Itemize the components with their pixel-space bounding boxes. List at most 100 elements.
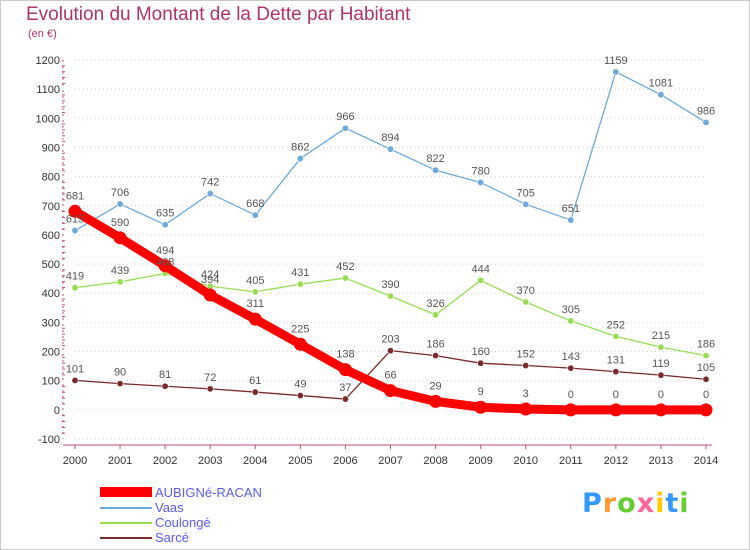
x-tick-label: 2006 (333, 455, 357, 467)
legend-swatch-coulonge (100, 522, 152, 524)
x-tick-label: 2003 (198, 455, 222, 467)
data-label-vaas: 668 (246, 198, 264, 210)
x-tick-label: 2001 (108, 455, 132, 467)
data-label-aubign-racan: 29 (429, 380, 441, 392)
legend-label-aubigne-racan: AUBIGNé-RACAN (155, 485, 262, 500)
data-point-sarc- (161, 382, 169, 390)
data-label-vaas: 742 (201, 177, 219, 189)
data-label-vaas: 705 (517, 187, 535, 199)
data-point-vaas (702, 118, 710, 126)
y-tick-label: 600 (42, 230, 60, 242)
data-point-aubign-racan (474, 400, 488, 414)
axes: -100010020030040050060070080090010001100… (36, 55, 719, 467)
data-point-coulong- (116, 278, 124, 286)
logo-letter: i (679, 488, 690, 519)
data-label-aubign-racan: 590 (111, 217, 129, 229)
data-label-aubign-racan: 3 (523, 388, 529, 400)
data-point-coulong- (341, 274, 349, 282)
data-point-vaas (657, 91, 665, 99)
data-label-vaas: 615 (66, 214, 84, 226)
y-tick-label: 1200 (36, 55, 60, 67)
data-point-aubign-racan (609, 403, 623, 417)
data-label-sarc-: 90 (114, 367, 126, 379)
data-label-coulong-: 252 (607, 319, 625, 331)
data-label-sarc-: 37 (339, 382, 351, 394)
data-point-coulong- (386, 292, 394, 300)
data-point-coulong- (657, 343, 665, 351)
y-tick-label: 400 (42, 288, 60, 300)
data-point-vaas (251, 211, 259, 219)
data-point-sarc- (612, 368, 620, 376)
data-point-coulong- (251, 288, 259, 296)
y-tick-label: -100 (38, 434, 60, 446)
y-tick-label: 300 (42, 317, 60, 329)
data-label-vaas: 966 (336, 111, 354, 123)
data-label-vaas: 780 (471, 165, 489, 177)
data-point-aubign-racan (519, 402, 533, 416)
data-point-vaas (522, 200, 530, 208)
data-point-aubign-racan (338, 363, 352, 377)
data-point-sarc- (296, 392, 304, 400)
x-tick-label: 2009 (468, 455, 492, 467)
data-point-aubign-racan (654, 403, 668, 417)
data-label-vaas: 822 (426, 153, 444, 165)
data-point-coulong- (702, 352, 710, 360)
logo-letter: i (655, 488, 666, 519)
logo-letter: r (602, 488, 618, 519)
data-label-coulong-: 305 (562, 304, 580, 316)
data-point-sarc- (116, 380, 124, 388)
x-tick-label: 2004 (243, 455, 267, 467)
x-tick-label: 2011 (559, 455, 583, 467)
data-label-sarc-: 72 (204, 372, 216, 384)
data-label-coulong-: 390 (381, 279, 399, 291)
data-label-coulong-: 452 (336, 261, 354, 273)
data-label-aubign-racan: 9 (478, 386, 484, 398)
data-point-vaas (296, 155, 304, 163)
data-label-aubign-racan: 681 (66, 190, 84, 202)
data-point-coulong- (71, 284, 79, 292)
data-point-vaas (71, 227, 79, 235)
data-point-sarc- (432, 352, 440, 360)
data-point-coulong- (477, 276, 485, 284)
data-label-vaas: 1081 (649, 78, 673, 90)
data-point-vaas (341, 124, 349, 132)
data-label-sarc-: 105 (697, 362, 715, 374)
data-point-vaas (612, 68, 620, 76)
data-point-aubign-racan (158, 259, 172, 273)
data-label-sarc-: 143 (562, 351, 580, 363)
data-label-vaas: 706 (111, 187, 129, 199)
data-label-vaas: 635 (156, 208, 174, 220)
data-label-sarc-: 203 (381, 334, 399, 346)
data-point-sarc- (567, 364, 575, 372)
y-tick-label: 1000 (36, 113, 60, 125)
legend-label-vaas: Vaas (155, 500, 184, 515)
data-label-sarc-: 61 (249, 375, 261, 387)
data-point-aubign-racan (68, 204, 82, 218)
data-label-sarc-: 131 (607, 355, 625, 367)
data-label-aubign-racan: 0 (703, 389, 709, 401)
data-label-coulong-: 215 (652, 330, 670, 342)
legend-label-sarce: Sarcé (155, 530, 189, 545)
x-tick-label: 2014 (694, 455, 718, 467)
data-point-aubign-racan (293, 337, 307, 351)
data-label-sarc-: 119 (652, 358, 670, 370)
data-point-sarc- (71, 376, 79, 384)
data-point-coulong- (432, 311, 440, 319)
data-labels: 681 590 494 394 311 225 138 66 29 9 3 0 0 0 0 615 706 635… (66, 55, 715, 401)
data-point-aubign-racan (699, 403, 713, 417)
x-tick-label: 2013 (649, 455, 673, 467)
data-label-coulong-: 186 (697, 339, 715, 351)
data-point-sarc- (657, 371, 665, 379)
y-tick-label: 1100 (36, 84, 60, 96)
data-point-coulong- (296, 280, 304, 288)
data-label-sarc-: 186 (426, 339, 444, 351)
data-point-aubign-racan (384, 384, 397, 398)
legend-swatch-sarce (100, 537, 152, 539)
y-tick-label: 700 (42, 201, 60, 213)
legend-swatch-aubigne-racan (100, 487, 152, 497)
data-point-aubign-racan (564, 403, 578, 417)
data-label-sarc-: 101 (66, 363, 84, 375)
data-label-coulong-: 424 (201, 269, 219, 281)
legend-swatch-vaas (100, 507, 152, 509)
